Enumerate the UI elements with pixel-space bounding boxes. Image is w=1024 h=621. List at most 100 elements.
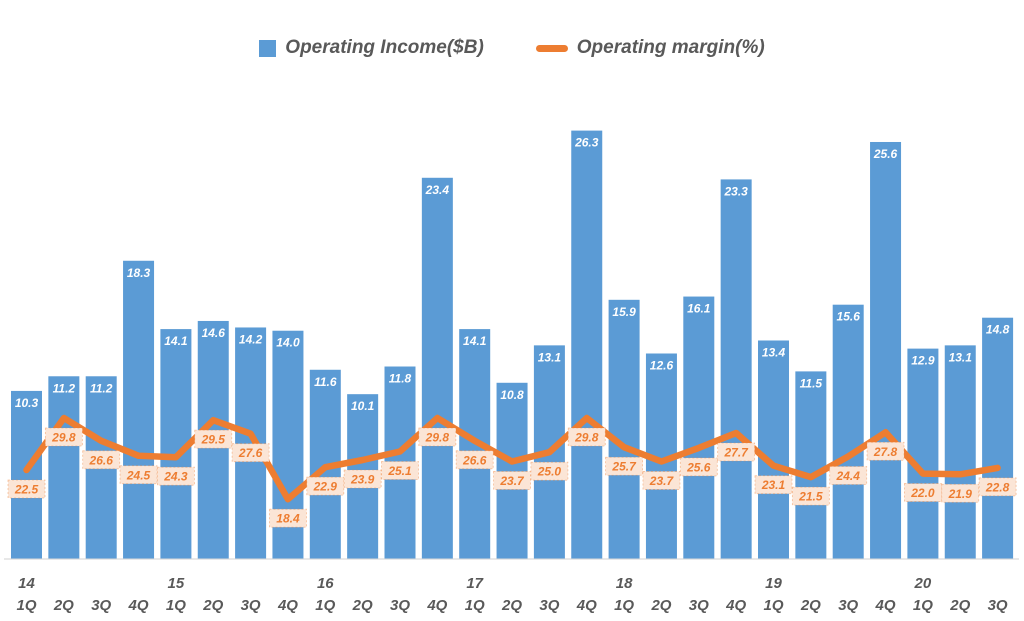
margin-label-box — [269, 508, 307, 528]
margin-value-label: 22.5 — [14, 483, 39, 497]
x-axis-year-label: 18 — [616, 575, 633, 592]
margin-label-box — [7, 479, 46, 499]
bar — [11, 390, 42, 559]
x-axis-quarter-label: 1Q — [315, 597, 335, 614]
margin-value-label: 27.6 — [238, 446, 263, 460]
margin-value-label: 25.7 — [611, 460, 637, 474]
x-axis-quarter-label: 2Q — [53, 597, 74, 614]
bar — [832, 304, 864, 559]
bar — [608, 299, 640, 559]
x-axis-year-label: 14 — [18, 575, 35, 592]
bar-value-label: 18.3 — [127, 266, 151, 280]
x-axis-year-label: 19 — [765, 575, 782, 592]
margin-label-box — [791, 486, 830, 506]
margin-value-label: 18.4 — [276, 512, 300, 526]
bar-value-label: 16.1 — [687, 302, 711, 316]
x-axis-year-label: 17 — [466, 575, 483, 592]
margin-value-label: 22.9 — [313, 480, 338, 494]
bar — [982, 317, 1014, 559]
margin-label-box — [381, 461, 419, 480]
bar-value-label: 14.6 — [202, 326, 226, 340]
legend-label-operating-margin: Operating margin(%) — [576, 37, 765, 58]
x-axis-quarter-label: 4Q — [128, 597, 149, 614]
margin-label-box — [717, 442, 756, 462]
x-axis-quarter-label: 3Q — [241, 597, 261, 614]
bar-value-label: 15.6 — [837, 310, 861, 324]
margin-label-box — [567, 427, 606, 447]
x-axis-quarter-label: 1Q — [465, 597, 485, 614]
x-axis-quarter-label: 3Q — [390, 597, 410, 614]
margin-value-label: 23.1 — [761, 478, 786, 492]
x-axis-year-label: 16 — [317, 575, 334, 592]
margin-value-label: 22.8 — [985, 480, 1010, 494]
bar — [496, 382, 528, 559]
x-axis-quarter-label: 3Q — [539, 597, 559, 614]
margin-label-box — [605, 456, 643, 476]
bar-value-label: 14.0 — [276, 336, 300, 350]
margin-label-box — [679, 457, 718, 477]
margin-value-label: 24.5 — [126, 468, 151, 482]
margin-value-label: 25.0 — [537, 465, 562, 479]
x-axis-quarter-label: 2Q — [352, 597, 373, 614]
margin-value-label: 29.8 — [574, 431, 599, 445]
margin-label-box — [904, 483, 942, 502]
margin-value-label: 23.9 — [350, 473, 375, 487]
bar — [683, 296, 715, 559]
chart-legend: Operating Income($B) Operating margin(%) — [0, 30, 1024, 66]
margin-value-label: 24.3 — [163, 470, 188, 484]
legend-item-operating-margin: Operating margin(%) — [535, 37, 765, 59]
x-axis-quarter-label: 4Q — [277, 597, 298, 614]
margin-value-label: 25.6 — [686, 460, 711, 474]
x-axis-quarter-label: 2Q — [650, 597, 671, 614]
x-axis-quarter-label: 1Q — [614, 597, 634, 614]
bar-value-label: 12.6 — [650, 358, 674, 372]
margin-value-label: 27.7 — [723, 445, 749, 459]
bar-value-label: 15.9 — [612, 305, 636, 319]
x-axis-quarter-label: 1Q — [16, 597, 36, 614]
bar — [944, 345, 976, 559]
bar-value-label: 11.2 — [53, 381, 76, 395]
x-axis-quarter-label: 1Q — [166, 597, 186, 614]
bar — [48, 376, 80, 559]
margin-value-label: 22.0 — [910, 486, 935, 500]
margin-label-box — [829, 466, 868, 485]
margin-value-label: 29.5 — [201, 433, 226, 447]
margin-value-label: 29.8 — [51, 431, 76, 445]
margin-label-box — [978, 477, 1017, 497]
bar-value-label: 13.1 — [949, 350, 973, 364]
legend-label-operating-income: Operating Income($B) — [285, 37, 484, 58]
bar-value-label: 10.8 — [500, 388, 524, 402]
bar-value-label: 14.8 — [986, 323, 1010, 337]
x-axis-quarter-label: 3Q — [838, 597, 858, 614]
bar-value-label: 13.1 — [538, 350, 562, 364]
x-axis-quarter-label: 2Q — [501, 597, 522, 614]
bar-value-label: 13.4 — [762, 345, 786, 359]
bar-value-label: 23.4 — [425, 183, 450, 197]
bar — [720, 179, 752, 559]
margin-value-label: 21.9 — [948, 487, 973, 501]
bar-value-label: 14.1 — [164, 334, 188, 348]
bar — [795, 371, 827, 559]
x-axis-quarter-label: 4Q — [576, 597, 597, 614]
margin-label-box — [866, 441, 905, 461]
bar-value-label: 11.8 — [389, 372, 412, 386]
margin-label-box — [343, 469, 382, 489]
bar-value-label: 14.1 — [463, 334, 487, 348]
x-axis-quarter-label: 2Q — [949, 597, 970, 614]
margin-label-box — [231, 443, 270, 463]
x-axis-quarter-label: 1Q — [913, 597, 933, 614]
margin-value-label: 23.7 — [499, 474, 525, 488]
margin-value-label: 23.7 — [649, 474, 675, 488]
x-axis-quarter-label: 2Q — [202, 597, 223, 614]
margin-label-box — [493, 471, 531, 490]
bar — [123, 260, 155, 559]
x-axis-quarter-label: 3Q — [689, 597, 709, 614]
margin-label-box — [82, 450, 121, 470]
bar-value-label: 11.2 — [90, 381, 113, 395]
margin-line — [23, 414, 1001, 503]
bar-value-label: 11.6 — [314, 375, 337, 389]
bar-value-label: 25.6 — [873, 147, 898, 161]
margin-value-label: 29.8 — [425, 431, 450, 445]
